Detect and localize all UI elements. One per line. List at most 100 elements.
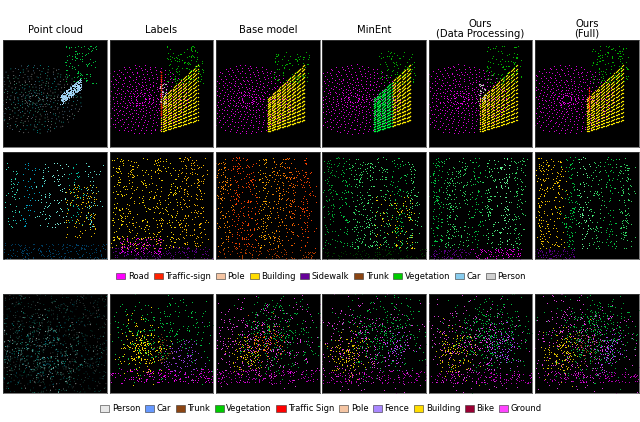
Point bbox=[580, 341, 590, 348]
Point bbox=[250, 85, 260, 92]
Point bbox=[399, 336, 410, 343]
Point bbox=[225, 181, 235, 188]
Point bbox=[51, 339, 61, 346]
Point bbox=[105, 370, 115, 376]
Point bbox=[536, 330, 547, 337]
Point bbox=[621, 64, 631, 70]
Point bbox=[582, 325, 592, 332]
Point bbox=[99, 340, 109, 347]
Point bbox=[179, 339, 189, 346]
Point bbox=[378, 82, 388, 89]
Point bbox=[60, 93, 70, 100]
Point bbox=[545, 184, 555, 191]
Point bbox=[173, 81, 183, 87]
Point bbox=[51, 353, 61, 360]
Point bbox=[52, 220, 63, 227]
Point bbox=[259, 206, 269, 212]
Point bbox=[60, 81, 70, 88]
Point bbox=[495, 374, 505, 381]
Point bbox=[569, 350, 579, 357]
Point bbox=[177, 84, 187, 90]
Point bbox=[602, 354, 612, 361]
Point bbox=[273, 76, 283, 82]
Point bbox=[275, 346, 285, 352]
Point bbox=[154, 84, 164, 91]
Point bbox=[246, 348, 256, 354]
Point bbox=[149, 325, 159, 332]
Point bbox=[247, 100, 257, 107]
Point bbox=[92, 347, 102, 354]
Point bbox=[95, 325, 105, 331]
Point bbox=[377, 379, 387, 386]
Point bbox=[179, 239, 189, 246]
Point bbox=[132, 330, 142, 336]
Point bbox=[268, 362, 278, 368]
Point bbox=[61, 344, 72, 351]
Point bbox=[58, 92, 68, 99]
Point bbox=[62, 89, 72, 96]
Point bbox=[571, 91, 581, 97]
Point bbox=[288, 76, 298, 83]
Point bbox=[503, 334, 513, 341]
Point bbox=[180, 117, 190, 124]
Point bbox=[372, 372, 383, 379]
Point bbox=[374, 246, 384, 253]
Point bbox=[244, 368, 254, 375]
Point bbox=[279, 222, 289, 228]
Point bbox=[471, 318, 481, 325]
Point bbox=[216, 124, 226, 130]
Point bbox=[442, 178, 452, 185]
Point bbox=[587, 91, 597, 98]
Point bbox=[348, 76, 358, 83]
Point bbox=[463, 224, 474, 230]
Point bbox=[602, 106, 612, 113]
Point bbox=[434, 166, 444, 173]
Point bbox=[271, 161, 281, 168]
Point bbox=[46, 325, 56, 332]
Point bbox=[242, 100, 252, 107]
Point bbox=[580, 361, 591, 368]
Point bbox=[226, 379, 236, 386]
Point bbox=[369, 110, 380, 116]
Point bbox=[584, 118, 595, 124]
Point bbox=[364, 122, 374, 129]
Point bbox=[62, 67, 72, 73]
Point bbox=[392, 207, 402, 214]
Point bbox=[512, 191, 522, 198]
Point bbox=[74, 106, 84, 113]
Point bbox=[333, 101, 344, 108]
Point bbox=[502, 95, 512, 102]
Point bbox=[258, 96, 268, 103]
Point bbox=[396, 109, 406, 116]
Point bbox=[254, 176, 264, 183]
Point bbox=[285, 347, 295, 354]
Point bbox=[244, 93, 254, 100]
Point bbox=[251, 99, 261, 106]
Point bbox=[321, 231, 331, 238]
Point bbox=[483, 230, 493, 236]
Point bbox=[579, 356, 589, 362]
Point bbox=[342, 242, 352, 249]
Point bbox=[113, 190, 124, 197]
Point bbox=[444, 328, 454, 335]
Point bbox=[594, 244, 604, 251]
Point bbox=[85, 215, 95, 222]
Point bbox=[289, 89, 300, 95]
Point bbox=[619, 198, 629, 205]
Point bbox=[36, 182, 47, 189]
Point bbox=[483, 65, 493, 71]
Point bbox=[282, 228, 292, 235]
Point bbox=[372, 105, 383, 111]
Point bbox=[365, 351, 375, 357]
Point bbox=[452, 334, 463, 341]
Point bbox=[295, 212, 305, 219]
Point bbox=[80, 51, 90, 58]
Point bbox=[87, 46, 97, 53]
Point bbox=[435, 124, 445, 130]
Point bbox=[342, 73, 353, 80]
Point bbox=[588, 95, 598, 102]
Point bbox=[333, 314, 344, 320]
Point bbox=[119, 118, 129, 125]
Point bbox=[477, 379, 487, 386]
Point bbox=[560, 372, 570, 379]
